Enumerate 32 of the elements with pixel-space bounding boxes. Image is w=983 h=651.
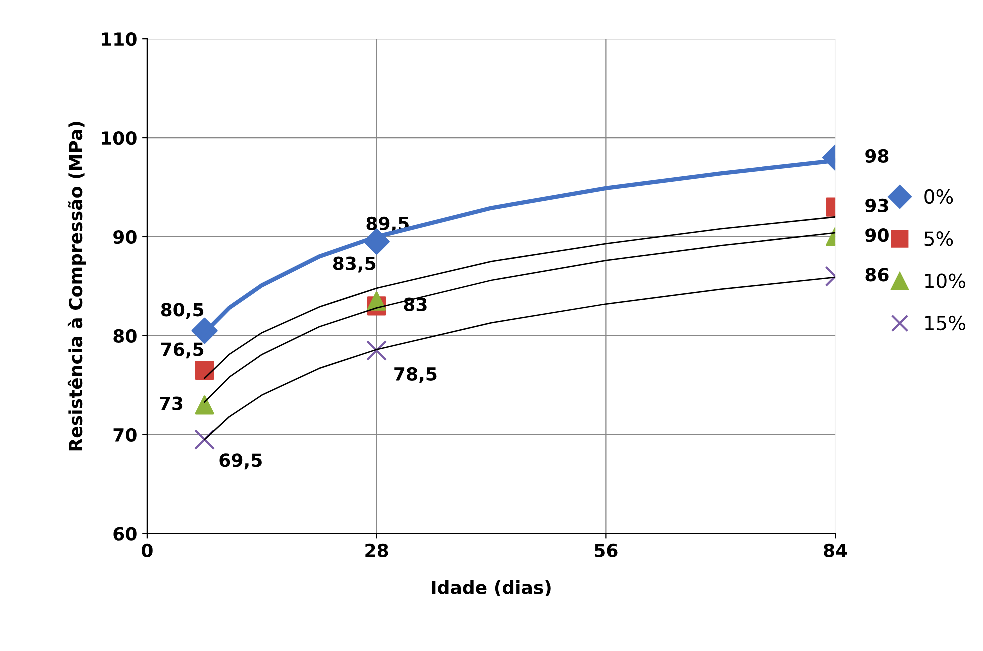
y-tick-label: 80	[114, 329, 137, 344]
x-axis-title: Idade (dias)	[432, 580, 551, 597]
data-label: 76,5	[162, 342, 204, 359]
legend-label: 15%	[925, 316, 966, 331]
y-tick-label: 100	[102, 131, 137, 146]
data-label: 73	[160, 396, 183, 410]
data-label: 98	[866, 149, 889, 164]
y-axis-title: Resistência à Compressão (MPa)	[68, 122, 86, 451]
data-label: 93	[866, 198, 888, 213]
x-tick-label: 84	[824, 544, 848, 558]
data-label: 78,5	[394, 367, 437, 384]
data-label: 83	[404, 298, 427, 312]
x-tick-label: 28	[366, 544, 388, 558]
legend-label: 0%	[924, 189, 954, 204]
data-label: 69,5	[220, 454, 262, 470]
legend-label: 5%	[924, 232, 954, 246]
data-label: 80,5	[161, 303, 204, 320]
data-label: 83,5	[333, 256, 376, 273]
y-tick-label: 90	[114, 230, 137, 244]
data-label: 86	[866, 268, 889, 282]
point	[195, 361, 214, 380]
line-series	[204, 276, 836, 441]
y-tick-label: 70	[114, 428, 137, 442]
x-tick-label: 0	[142, 544, 153, 558]
data-label: 90	[866, 228, 889, 242]
point	[195, 396, 214, 415]
x-tick-label: 56	[595, 544, 618, 558]
legend-label: 10%	[925, 274, 966, 288]
point	[366, 340, 388, 362]
y-tick-label: 110	[102, 32, 137, 46]
point	[194, 429, 216, 450]
y-tick-label: 60	[114, 527, 137, 541]
